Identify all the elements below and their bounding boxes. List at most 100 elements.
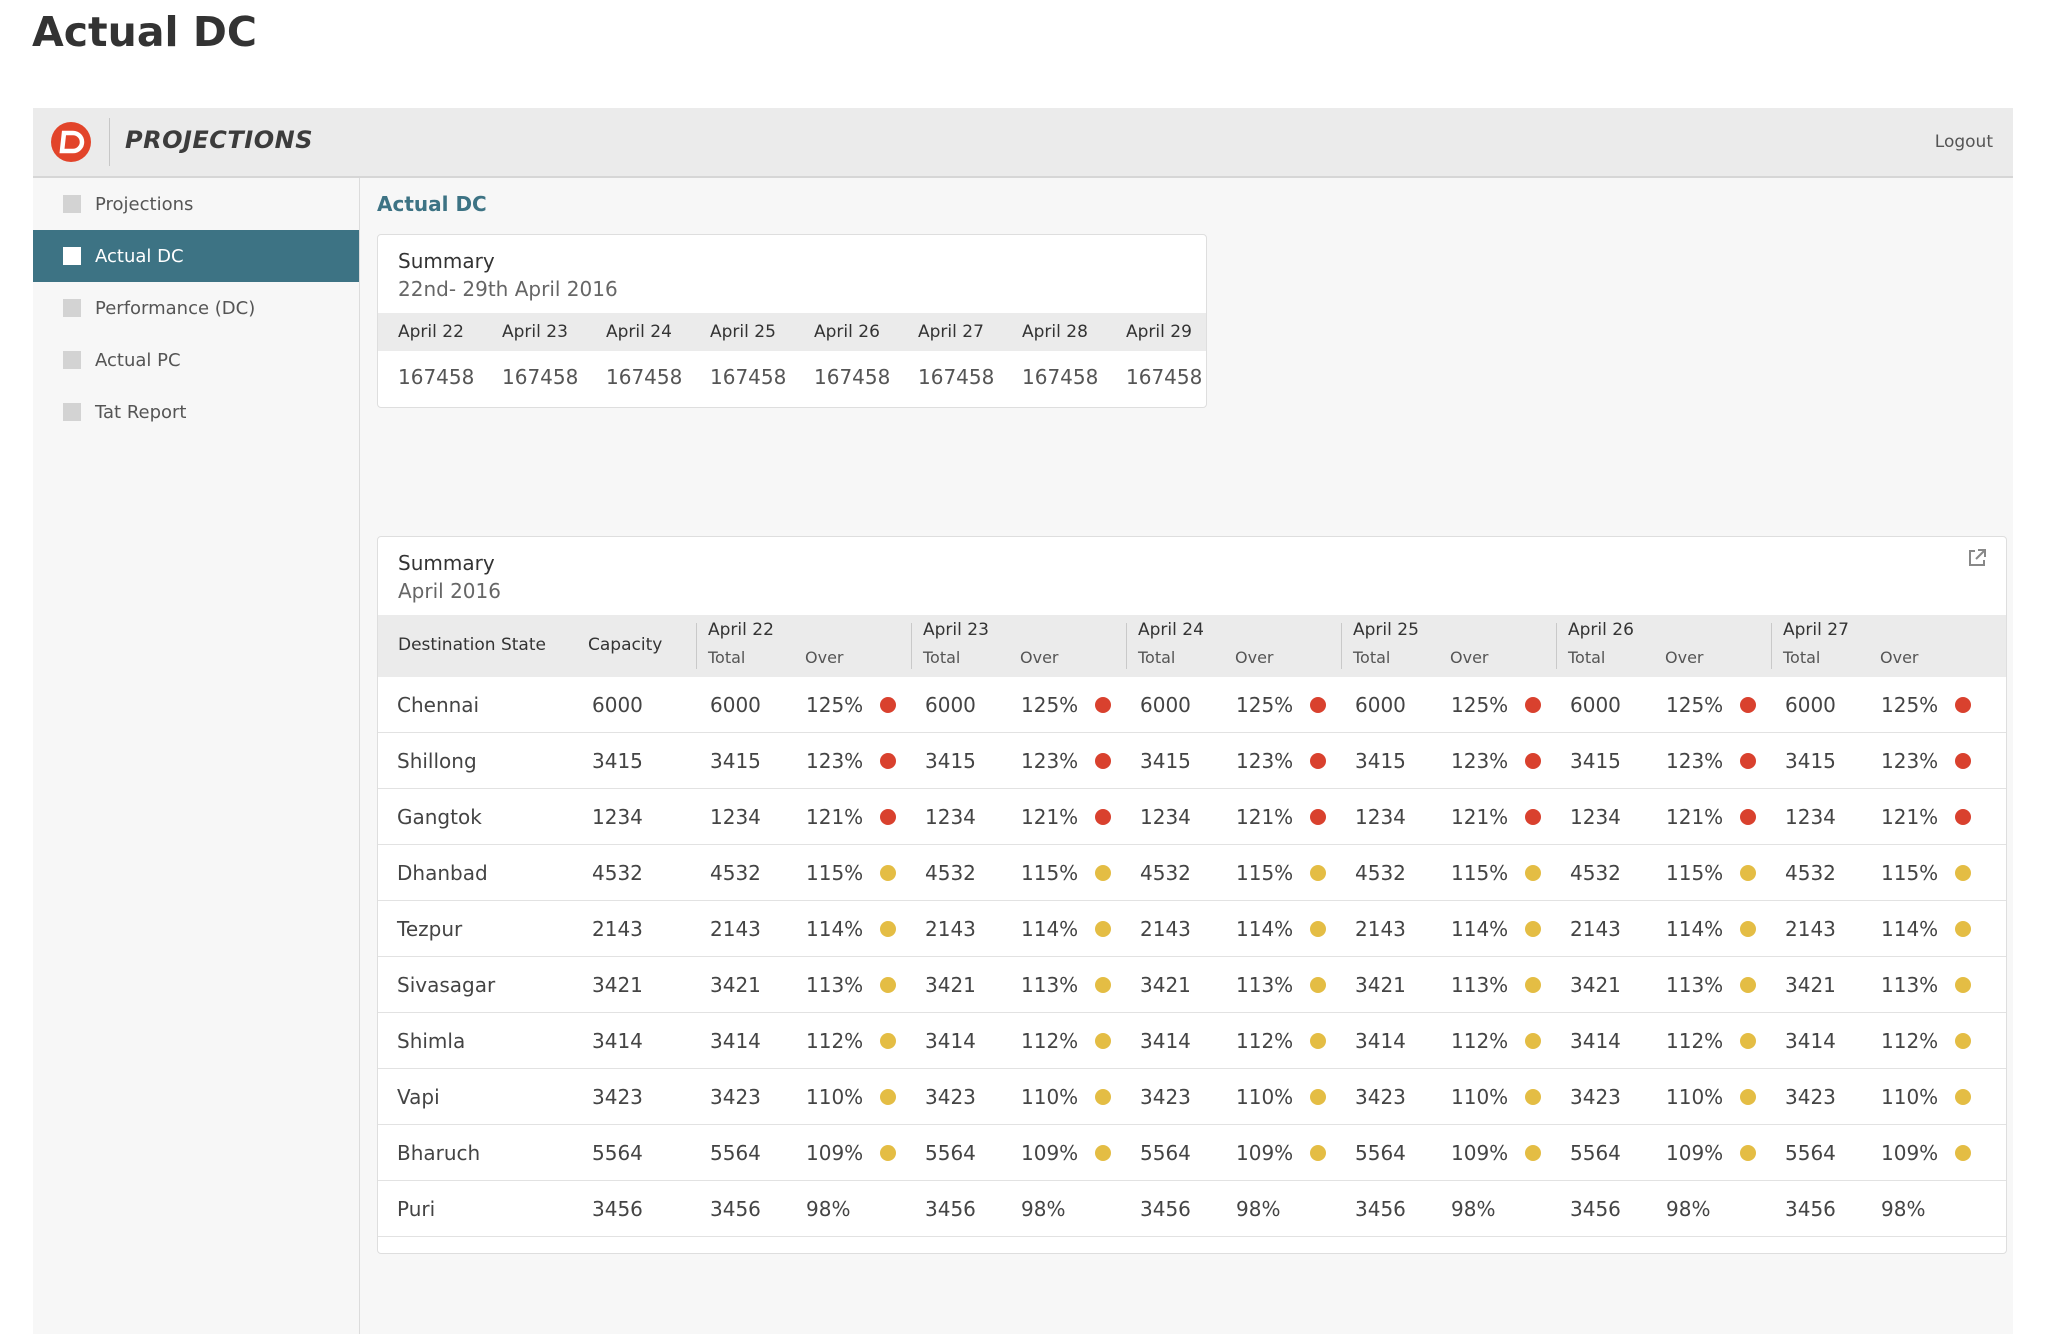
status-dot-icon [1525, 921, 1541, 937]
sidebar-item-actual-dc[interactable]: Actual DC [33, 230, 359, 282]
cell-total: 4532 [1785, 861, 1836, 885]
square-icon [63, 299, 81, 317]
cell-total: 5564 [1355, 1141, 1406, 1165]
table-row[interactable]: Gangtok 1234 1234 121% 1234 121% 1234 121% 1234 1… [378, 789, 2006, 845]
cell-capacity: 3456 [592, 1197, 643, 1221]
cell-total: 3414 [1570, 1029, 1621, 1053]
cell-total: 3415 [925, 749, 976, 773]
cell-over-percent: 110% [1021, 1085, 1079, 1109]
column-separator [911, 623, 912, 669]
cell-total: 3421 [1785, 973, 1836, 997]
col-over: Over [1020, 648, 1059, 667]
cell-over-percent: 109% [806, 1141, 864, 1165]
status-dot-icon [1525, 1033, 1541, 1049]
card-subtitle: 22nd- 29th April 2016 [398, 277, 618, 301]
external-link-icon[interactable] [1966, 547, 1988, 569]
cell-total: 3421 [710, 973, 761, 997]
col-total: Total [1568, 648, 1606, 667]
status-dot-icon [1095, 753, 1111, 769]
sidebar-item-actual-pc[interactable]: Actual PC [33, 334, 359, 386]
table-row[interactable]: Tezpur 2143 2143 114% 2143 114% 2143 114% 2143 11… [378, 901, 2006, 957]
day-value: 167458 [1126, 365, 1203, 389]
table-row[interactable]: Vapi 3423 3423 110% 3423 110% 3423 110% 3423 110%… [378, 1069, 2006, 1125]
status-dot-icon [1095, 1033, 1111, 1049]
col-destination-state[interactable]: Destination State [398, 635, 546, 655]
col-date[interactable]: April 26 [1568, 620, 1634, 640]
brand-logo-icon[interactable] [51, 122, 91, 162]
table-row[interactable]: Shimla 3414 3414 112% 3414 112% 3414 112% 3414 11… [378, 1013, 2006, 1069]
col-capacity[interactable]: Capacity [588, 635, 663, 655]
status-dot-icon [1740, 809, 1756, 825]
table-row[interactable]: Chennai 6000 6000 125% 6000 125% 6000 125% 6000 1… [378, 677, 2006, 733]
cell-total: 3421 [1570, 973, 1621, 997]
cell-over-percent: 114% [1881, 917, 1939, 941]
logout-link[interactable]: Logout [1934, 132, 1993, 152]
cell-over-percent: 115% [806, 861, 864, 885]
status-dot-icon [1740, 977, 1756, 993]
cell-over-percent: 109% [1881, 1141, 1939, 1165]
status-dot-icon [1740, 1145, 1756, 1161]
status-dot-icon [880, 1089, 896, 1105]
day-value: 167458 [502, 365, 579, 389]
cell-total: 1234 [1785, 805, 1836, 829]
cell-total: 5564 [1140, 1141, 1191, 1165]
cell-over-percent: 115% [1021, 861, 1079, 885]
cell-over-percent: 113% [1881, 973, 1939, 997]
cell-over-percent: 109% [1021, 1141, 1079, 1165]
cell-total: 3414 [710, 1029, 761, 1053]
cell-over-percent: 121% [1666, 805, 1724, 829]
cell-over-percent: 98% [1236, 1197, 1281, 1221]
cell-over-percent: 110% [806, 1085, 864, 1109]
col-date[interactable]: April 23 [923, 620, 989, 640]
cell-total: 3456 [1785, 1197, 1836, 1221]
col-date[interactable]: April 27 [1783, 620, 1849, 640]
cell-total: 3414 [1355, 1029, 1406, 1053]
cell-over-percent: 121% [1451, 805, 1509, 829]
cell-destination-state: Vapi [397, 1085, 440, 1109]
cell-over-percent: 112% [1881, 1029, 1939, 1053]
cell-over-percent: 121% [1881, 805, 1939, 829]
table-row[interactable]: Bharuch 5564 5564 109% 5564 109% 5564 109% 5564 1… [378, 1125, 2006, 1181]
sidebar-item-tat-report[interactable]: Tat Report [33, 386, 359, 438]
cell-total: 1234 [925, 805, 976, 829]
column-separator [1341, 623, 1342, 669]
status-dot-icon [1955, 1145, 1971, 1161]
card-title: Summary [398, 551, 495, 575]
table-row[interactable]: Shillong 3415 3415 123% 3415 123% 3415 123% 3415… [378, 733, 2006, 789]
cell-total: 3423 [710, 1085, 761, 1109]
sidebar-item-projections[interactable]: Projections [33, 178, 359, 230]
status-dot-icon [1525, 865, 1541, 881]
cell-over-percent: 115% [1666, 861, 1724, 885]
cell-total: 6000 [1140, 693, 1191, 717]
status-dot-icon [1955, 1089, 1971, 1105]
cell-total: 3414 [1140, 1029, 1191, 1053]
col-date[interactable]: April 25 [1353, 620, 1419, 640]
col-over: Over [1880, 648, 1919, 667]
cell-total: 6000 [1355, 693, 1406, 717]
table-row[interactable]: Puri 3456 3456 98% 3456 98% 3456 98% 3456 98% 3456… [378, 1181, 2006, 1237]
cell-over-percent: 123% [1451, 749, 1509, 773]
col-date[interactable]: April 22 [708, 620, 774, 640]
cell-over-percent: 121% [1021, 805, 1079, 829]
cell-capacity: 5564 [592, 1141, 643, 1165]
status-dot-icon [1310, 865, 1326, 881]
status-dot-icon [1310, 1089, 1326, 1105]
cell-total: 1234 [710, 805, 761, 829]
table-row[interactable]: Sivasagar 3421 3421 113% 3421 113% 3421 113% 342… [378, 957, 2006, 1013]
status-dot-icon [880, 921, 896, 937]
cell-total: 3421 [925, 973, 976, 997]
cell-destination-state: Gangtok [397, 805, 482, 829]
status-dot-icon [1740, 921, 1756, 937]
sidebar-item-performance-dc[interactable]: Performance (DC) [33, 282, 359, 334]
cell-total: 1234 [1355, 805, 1406, 829]
cell-total: 4532 [710, 861, 761, 885]
cell-destination-state: Sivasagar [397, 973, 496, 997]
cell-total: 3415 [710, 749, 761, 773]
table-row[interactable]: Dhanbad 4532 4532 115% 4532 115% 4532 115% 4532 1… [378, 845, 2006, 901]
status-dot-icon [1310, 1033, 1326, 1049]
cell-over-percent: 125% [1236, 693, 1294, 717]
col-date[interactable]: April 24 [1138, 620, 1204, 640]
cell-over-percent: 125% [1881, 693, 1939, 717]
cell-over-percent: 114% [1451, 917, 1509, 941]
col-over: Over [1450, 648, 1489, 667]
